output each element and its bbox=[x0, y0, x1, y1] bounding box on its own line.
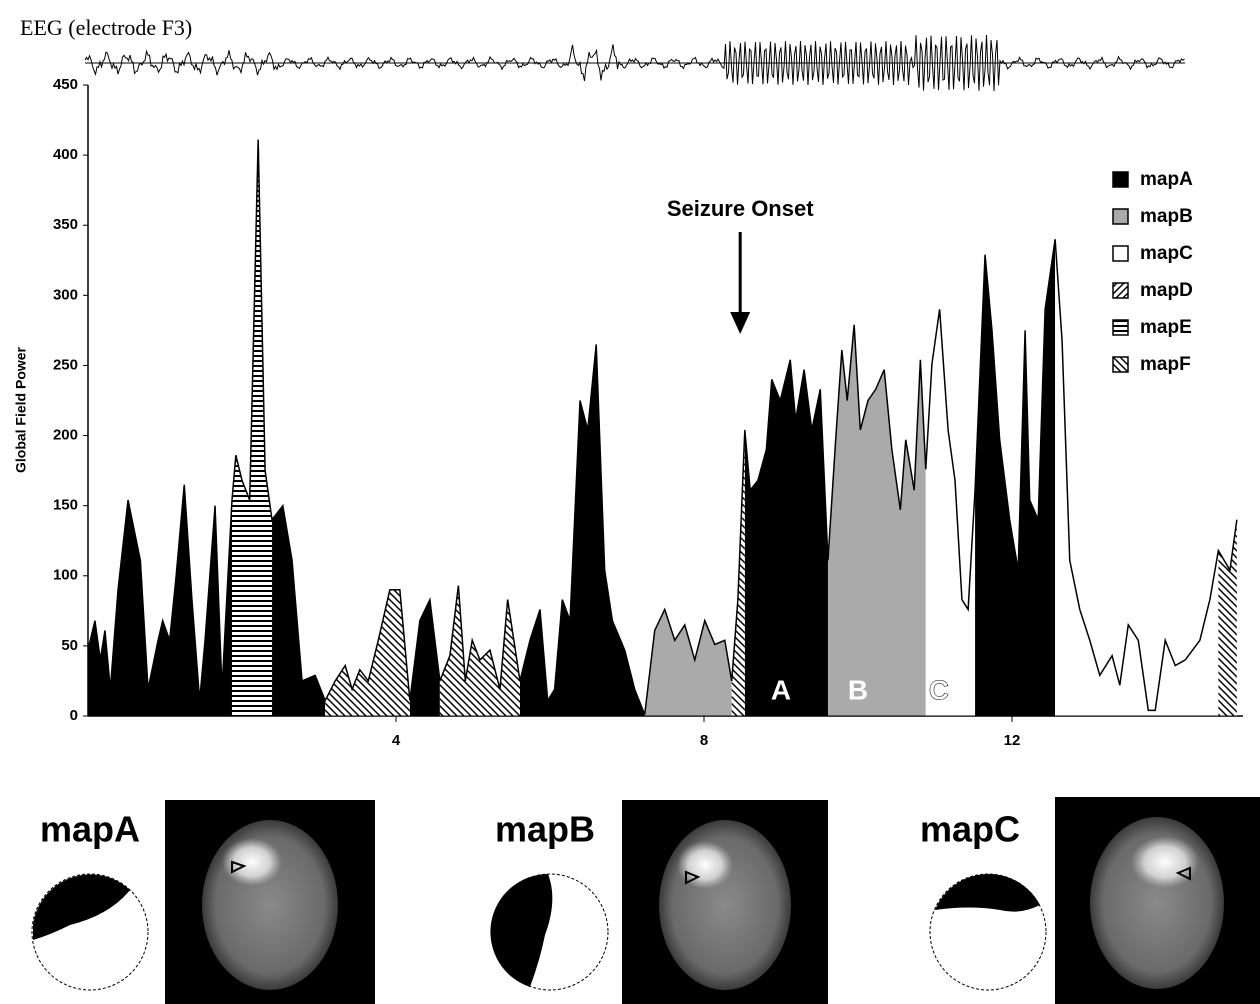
panel: mapA bbox=[32, 800, 375, 1004]
x-tick-label: 8 bbox=[700, 732, 708, 749]
panel: mapB bbox=[490, 800, 828, 1004]
legend-label: mapD bbox=[1140, 280, 1193, 301]
legend-swatch bbox=[1113, 283, 1128, 298]
legend-label: mapC bbox=[1140, 243, 1193, 264]
brain bbox=[659, 820, 791, 990]
panel: mapC bbox=[920, 797, 1260, 1004]
y-tick-label: 250 bbox=[53, 356, 78, 373]
area-segment bbox=[1055, 239, 1218, 716]
area-segment bbox=[1218, 520, 1236, 716]
y-tick-label: 50 bbox=[61, 637, 78, 654]
y-tick-label: 150 bbox=[53, 497, 78, 514]
legend-label: mapB bbox=[1140, 206, 1193, 227]
x-tick-label: 12 bbox=[1004, 732, 1021, 749]
topomap-region bbox=[935, 874, 1040, 912]
legend-swatch bbox=[1113, 246, 1128, 261]
legend-swatch bbox=[1113, 209, 1128, 224]
y-tick-label: 450 bbox=[53, 76, 78, 93]
x-tick-label: 4 bbox=[392, 732, 401, 749]
area-segment bbox=[325, 590, 410, 716]
segment-label: B bbox=[848, 674, 868, 705]
y-axis-label: Global Field Power bbox=[13, 346, 29, 473]
area-segment bbox=[975, 239, 1055, 716]
figure: EEG (electrode F3) Global Field Power ma… bbox=[0, 0, 1260, 1004]
eeg-trace bbox=[85, 35, 1185, 91]
eeg-label: EEG (electrode F3) bbox=[20, 15, 192, 40]
panel-label: mapC bbox=[920, 809, 1020, 850]
area-segment bbox=[828, 325, 926, 716]
segment-label: A bbox=[771, 674, 791, 705]
y-tick-label: 350 bbox=[53, 216, 78, 233]
legend-label: mapF bbox=[1140, 354, 1191, 375]
legend-label: mapA bbox=[1140, 169, 1193, 190]
y-tick-label: 300 bbox=[53, 286, 78, 303]
legend-swatch bbox=[1113, 320, 1128, 335]
area-segment bbox=[926, 309, 975, 716]
annotation: Seizure Onset bbox=[667, 196, 814, 221]
legend-label: mapE bbox=[1140, 317, 1192, 338]
legend-swatch bbox=[1113, 172, 1128, 187]
y-tick-label: 200 bbox=[53, 427, 78, 444]
area-segment bbox=[410, 600, 440, 716]
y-tick-label: 0 bbox=[70, 707, 78, 724]
y-tick-label: 100 bbox=[53, 567, 78, 584]
y-tick-label: 400 bbox=[53, 146, 78, 163]
annotation-arrowhead bbox=[730, 312, 750, 334]
panel-label: mapA bbox=[40, 809, 140, 850]
segment-label: C bbox=[929, 674, 949, 705]
panel-label: mapB bbox=[495, 809, 595, 850]
legend-swatch bbox=[1113, 357, 1128, 372]
activation bbox=[1131, 836, 1199, 888]
area-segment bbox=[520, 344, 645, 716]
area-segment bbox=[272, 506, 325, 716]
